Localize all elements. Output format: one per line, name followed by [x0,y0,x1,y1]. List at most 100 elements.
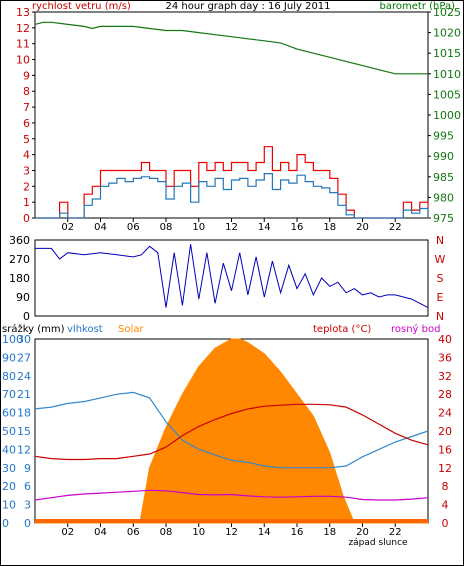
x-tick-label: 18 [323,222,336,232]
compass-label: N [436,310,444,320]
temperature-tick-label: 28 [438,388,452,401]
plot-border [34,239,429,317]
humidity-tick-label: 80 [2,370,16,383]
right-tick-label: 975 [433,212,454,225]
direction-tick-label: 90 [16,291,30,304]
left-axis-label: rychlost vetru (m/s) [32,1,131,12]
right-tick-label: 985 [433,171,454,184]
x-tick-label: 08 [160,222,173,232]
x-tick-label: 06 [127,527,140,538]
left-tick-label: 7 [23,101,30,114]
compass-label: W [435,253,446,266]
left-tick-label: 8 [23,85,30,98]
temperature-tick-label: 24 [438,407,452,420]
x-tick-label: 22 [389,222,402,232]
rain-tick-label: 15 [17,425,31,438]
direction-tick-label: 0 [23,310,30,320]
humidity-tick-label: 70 [2,388,16,401]
temperature-tick-label: 40 [438,333,452,346]
left-tick-label: 9 [23,69,30,82]
right-axis-label: barometr (hPa) [380,1,456,12]
left-tick-label: 12 [16,22,30,35]
x-tick-label: 04 [94,527,107,538]
left-tick-label: 1 [23,196,30,209]
humidity-tick-label: 30 [2,462,16,475]
x-tick-label: 16 [291,527,304,538]
header-label: teplota (°C) [313,324,371,335]
humidity-tick-label: 50 [2,425,16,438]
left-tick-label: 4 [23,149,30,162]
series-line-vlhkost [34,391,429,469]
rain-bar [35,519,428,523]
left-tick-label: 3 [23,164,30,177]
x-tick-label: 16 [291,222,304,232]
left-tick-label: 13 [16,6,30,19]
series-line-wind [35,173,429,219]
rain-tick-label: 3 [24,499,31,512]
rain-tick-label: 24 [17,370,31,383]
wind-pressure-chart: rychlost vetru (m/s) 24 hour graph day : … [16,1,461,232]
right-tick-label: 1000 [433,109,461,122]
rain-tick-label: 9 [24,462,31,475]
rain-tick-label: 0 [24,517,31,530]
x-tick-label: 04 [94,222,107,232]
humidity-tick-label: 0 [2,517,9,530]
rain-tick-label: 30 [17,333,31,346]
right-tick-label: 1025 [433,6,461,19]
rain-tick-label: 12 [17,443,31,456]
rain-tick-label: 18 [17,407,31,420]
x-tick-label: 20 [356,222,369,232]
x-tick-label: 20 [356,527,369,538]
compass-label: S [437,272,444,285]
temperature-tick-label: 4 [442,499,449,512]
right-tick-label: 1005 [433,88,461,101]
x-tick-label: 18 [323,527,336,538]
humidity-tick-label: 90 [2,351,16,364]
temperature-tick-label: 36 [438,351,452,364]
x-tick-label: 14 [258,222,271,232]
humidity-tick-label: 100 [2,333,23,346]
humidity-tick-label: 40 [2,443,16,456]
x-tick-label: 12 [225,527,238,538]
right-tick-label: 1015 [433,47,461,60]
header-label: srážky (mm) [2,323,65,335]
chart-title: 24 hour graph day : 16 July 2011 [165,1,330,12]
series-line-teplota (°C) [34,403,429,461]
series-line-rosný bod [34,489,429,501]
header-label: Solar [118,324,144,335]
temperature-tick-label: 20 [438,425,452,438]
rain-tick-label: 21 [17,388,31,401]
x-tick-label: 02 [61,527,74,538]
left-tick-label: 6 [23,117,30,130]
sunset-label: západ slunce [348,538,408,548]
temperature-tick-label: 16 [438,443,452,456]
direction-tick-label: 180 [9,272,30,285]
x-tick-label: 14 [258,527,271,538]
direction-tick-label: 270 [9,253,30,266]
rain-tick-label: 6 [24,480,31,493]
humidity-tick-label: 20 [2,480,16,493]
left-tick-label: 11 [16,38,30,51]
right-tick-label: 1020 [433,27,461,40]
right-tick-label: 990 [433,150,454,163]
x-tick-label: 06 [127,222,140,232]
left-tick-label: 2 [23,180,30,193]
left-tick-label: 10 [16,54,30,67]
compass-label: N [436,234,444,247]
header-label: vlhkost [67,324,103,335]
humidity-tick-label: 60 [2,407,16,420]
x-tick-label: 08 [160,527,173,538]
header-label: rosný bod [391,323,440,335]
rain-tick-label: 27 [17,351,31,364]
x-tick-label: 02 [61,222,74,232]
wind-direction-line [35,244,429,309]
humidity-tick-label: 10 [2,499,16,512]
x-tick-label: 10 [192,527,205,538]
temperature-tick-label: 12 [438,462,452,475]
right-tick-label: 980 [433,191,454,204]
temperature-tick-label: 8 [442,480,449,493]
x-tick-label: 12 [225,222,238,232]
x-tick-label: 10 [192,222,205,232]
